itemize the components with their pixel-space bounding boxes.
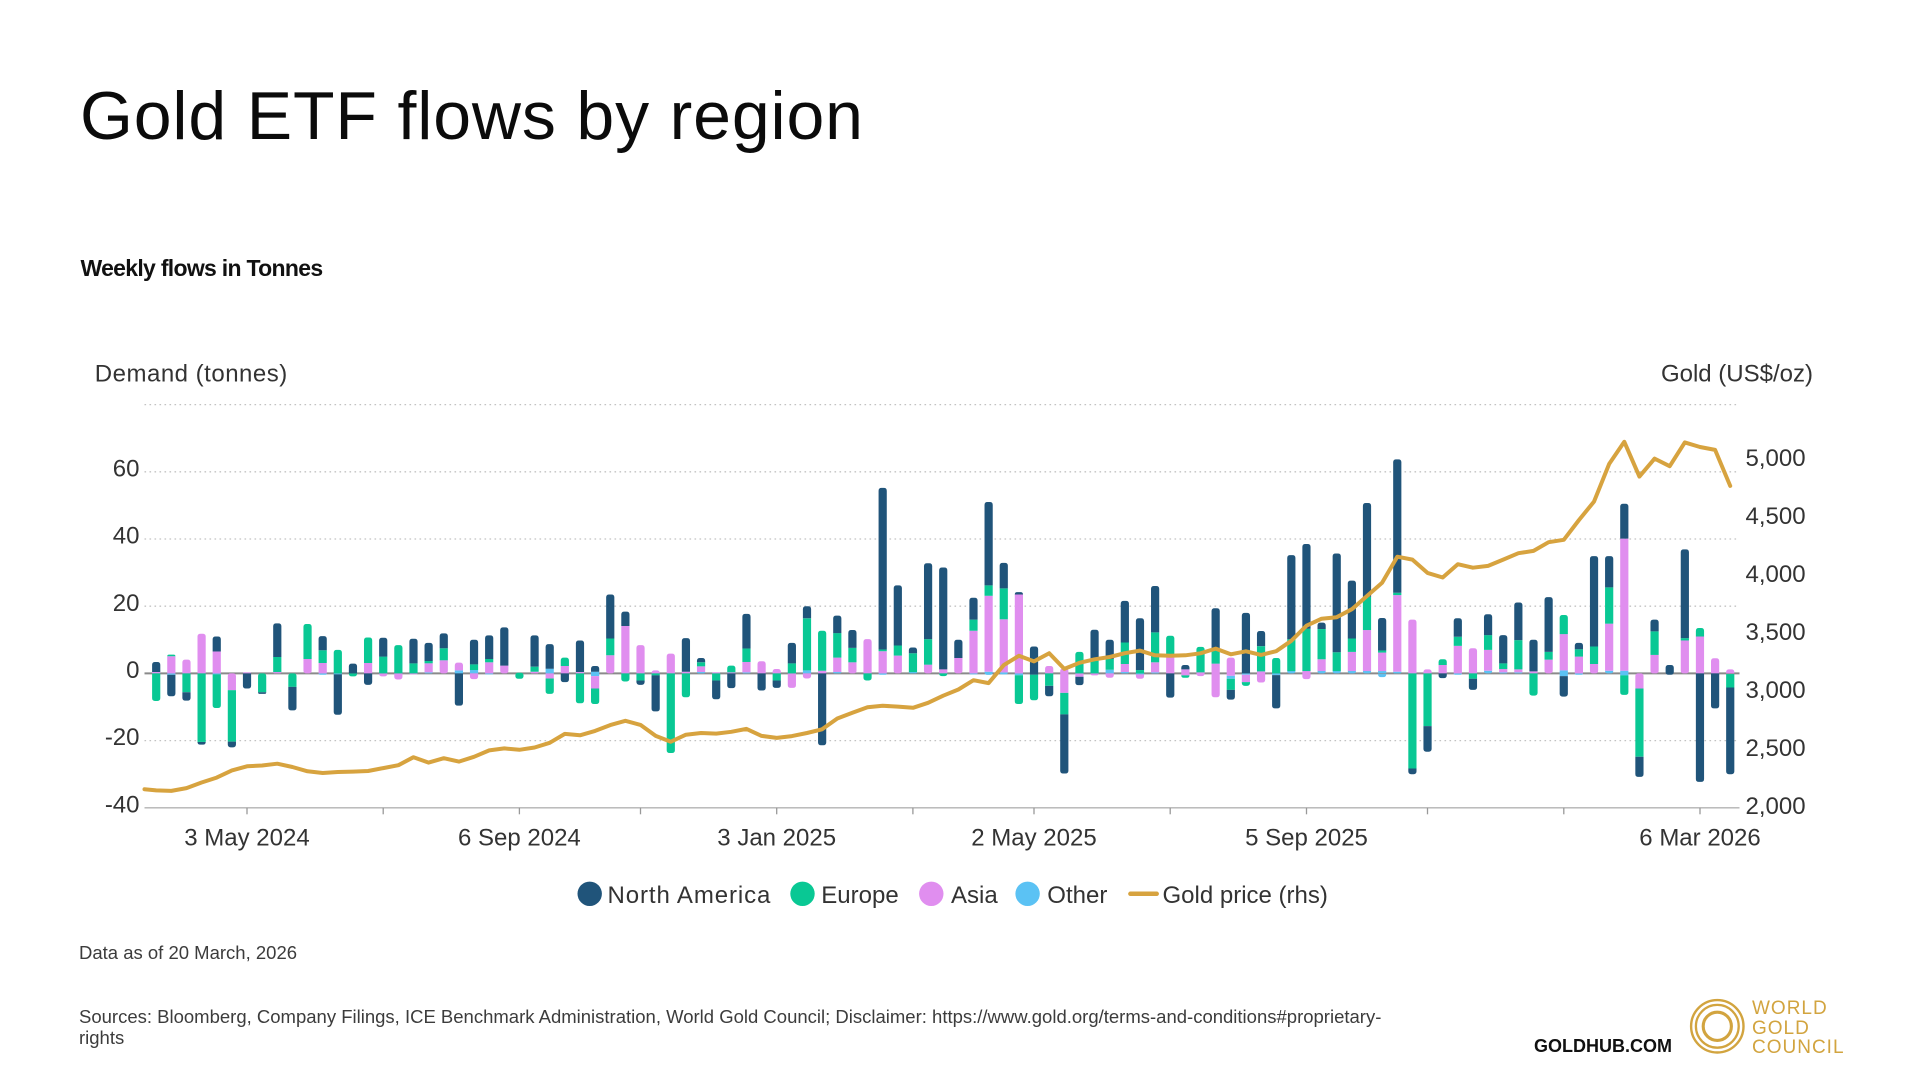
svg-text:Demand (tonnes): Demand (tonnes) [95, 361, 288, 388]
svg-text:20: 20 [113, 590, 140, 617]
svg-text:6 Mar 2026: 6 Mar 2026 [1639, 825, 1760, 852]
svg-text:4,000: 4,000 [1746, 561, 1806, 588]
svg-text:5 Sep 2025: 5 Sep 2025 [1245, 825, 1368, 852]
svg-text:4,500: 4,500 [1746, 503, 1806, 530]
svg-text:North America: North America [608, 882, 772, 909]
svg-text:5,000: 5,000 [1746, 445, 1806, 472]
svg-text:-20: -20 [105, 724, 140, 751]
svg-text:3 Jan 2025: 3 Jan 2025 [717, 825, 836, 852]
svg-text:Other: Other [1047, 882, 1107, 909]
svg-text:2 May 2025: 2 May 2025 [971, 825, 1096, 852]
svg-text:Asia: Asia [951, 882, 998, 909]
svg-text:-40: -40 [105, 791, 140, 818]
svg-text:6 Sep 2024: 6 Sep 2024 [458, 825, 581, 852]
svg-text:40: 40 [113, 523, 140, 550]
svg-text:0: 0 [126, 657, 139, 684]
svg-text:Europe: Europe [821, 882, 898, 909]
svg-text:60: 60 [113, 455, 140, 482]
svg-text:3 May 2024: 3 May 2024 [184, 825, 309, 852]
svg-text:3,500: 3,500 [1746, 619, 1806, 646]
svg-text:Gold (US$/oz): Gold (US$/oz) [1661, 361, 1813, 388]
svg-text:3,000: 3,000 [1746, 677, 1806, 704]
svg-text:2,500: 2,500 [1746, 735, 1806, 762]
svg-text:Gold price (rhs): Gold price (rhs) [1163, 882, 1328, 909]
svg-text:2,000: 2,000 [1746, 793, 1806, 820]
